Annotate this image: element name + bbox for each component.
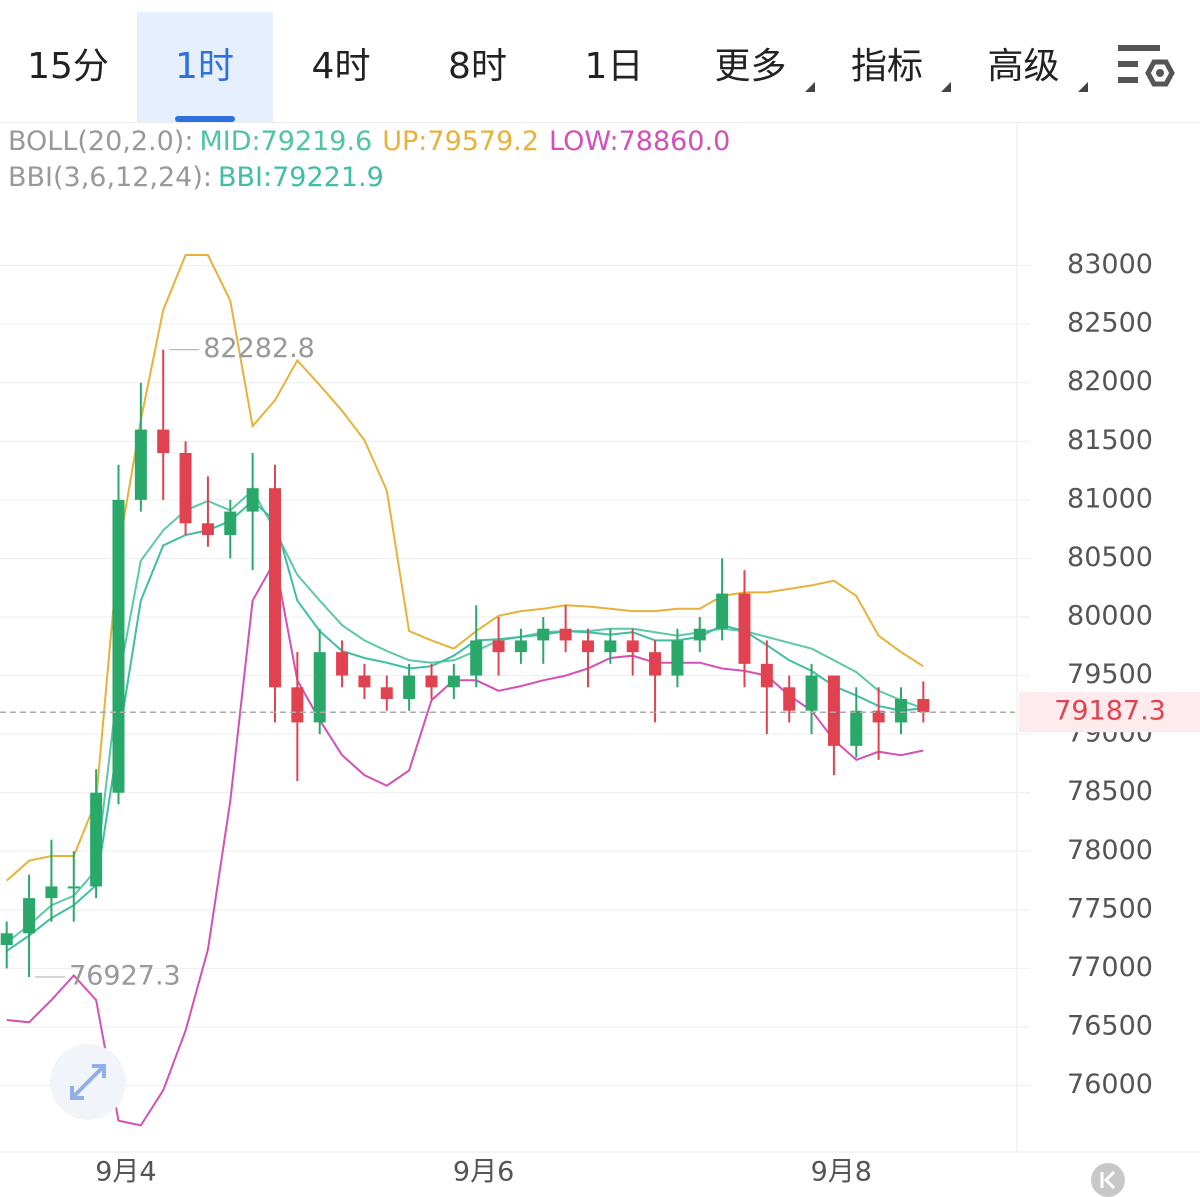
candle-body (760, 663, 773, 688)
candle-body (470, 640, 483, 676)
tab[interactable]: 高级 (956, 12, 1092, 122)
candle-body (917, 699, 930, 713)
y-tick-label: 83000 (1067, 249, 1153, 280)
candle-body (649, 652, 662, 676)
indicator-value: LOW:78860.0 (549, 126, 731, 157)
scroll-end-icon (1100, 1170, 1116, 1190)
expand-button[interactable] (50, 1044, 126, 1120)
last-price-box (1019, 692, 1200, 733)
indicator-value: UP:79579.2 (382, 126, 540, 157)
indicator-line (6, 488, 924, 944)
extreme-label: 82282.8 (203, 333, 315, 364)
candle-body (0, 933, 13, 945)
indicator-readouts: BOLL(20,2.0): MID:79219.6 UP:79579.2 LOW:78… (8, 124, 740, 196)
axis-area (1017, 122, 1200, 1152)
candle-body (626, 640, 639, 653)
grid (0, 265, 1030, 1087)
tab[interactable]: 指标 (819, 12, 955, 122)
candle-body (67, 886, 80, 889)
settings-icon[interactable] (1116, 44, 1176, 94)
x-tick-label: 9月4 (95, 1157, 156, 1188)
candle-body (537, 628, 550, 641)
candle-body (268, 488, 281, 688)
candle-body (313, 652, 326, 723)
settings-dot (1156, 69, 1164, 77)
candle-body (291, 687, 304, 723)
y-tick-label: 80500 (1067, 542, 1153, 573)
candle-body (559, 628, 572, 641)
indicator-name: BOLL(20,2.0): (8, 126, 194, 157)
candle-body (850, 710, 863, 746)
indicator-line (6, 499, 924, 952)
candle-body (425, 675, 438, 688)
y-tick-label: 81000 (1067, 483, 1153, 514)
y-tick-label: 77000 (1067, 952, 1153, 983)
tab[interactable]: 1时 (136, 12, 273, 122)
indicator-line (6, 557, 924, 1127)
candle-body (201, 523, 214, 535)
candle-body (693, 628, 706, 641)
y-tick-label: 82000 (1067, 366, 1153, 397)
y-tick-label: 76500 (1067, 1011, 1153, 1042)
candle-body (179, 453, 192, 524)
candle-body (604, 640, 617, 653)
tab[interactable]: 更多 (683, 12, 819, 122)
candle-body (447, 675, 460, 688)
settings-lines (1118, 45, 1160, 83)
candle-body (45, 886, 58, 899)
extreme-label: 76927.3 (69, 960, 181, 991)
candle-body (492, 640, 505, 653)
y-tick-label: 81500 (1067, 425, 1153, 456)
y-tick-label: 82500 (1067, 308, 1153, 339)
candle-body (783, 687, 796, 711)
tab[interactable]: 4时 (311, 46, 371, 87)
y-tick-label: 79500 (1067, 659, 1153, 690)
candle-body (738, 593, 751, 664)
candle-body (894, 699, 907, 723)
candle-body (224, 511, 237, 535)
candle-body (134, 429, 147, 500)
candle-body (671, 640, 684, 676)
candle-body (112, 499, 125, 793)
y-tick-label: 78000 (1067, 835, 1153, 866)
indicator-line (6, 254, 924, 882)
candle-body (805, 675, 818, 711)
tab[interactable]: 15分 (27, 46, 109, 87)
y-tick-label: 80000 (1067, 601, 1153, 632)
x-tick-label: 9月8 (811, 1157, 872, 1188)
indicator-name: BBI(3,6,12,24): (8, 162, 212, 193)
candle-body (827, 675, 840, 746)
candle-body (716, 593, 729, 629)
indicator-row: BBI(3,6,12,24): BBI:79221.9 (8, 160, 740, 196)
candle-body (872, 710, 885, 723)
candle-body (157, 429, 170, 453)
candle-body (336, 652, 349, 676)
interval-tabs: 15分 1时 4时 8时 1日 更多 指标 高级 (0, 0, 1200, 123)
candle-body (246, 488, 259, 512)
y-tick-label: 76000 (1067, 1069, 1153, 1100)
scroll-end-button[interactable] (1091, 1163, 1125, 1197)
y-tick-label: 78500 (1067, 776, 1153, 807)
settings-hex (1145, 59, 1175, 87)
candle-body (90, 792, 103, 887)
candle-body (358, 675, 371, 688)
candle-body (23, 898, 36, 934)
candle-body (380, 687, 393, 699)
candle-body (403, 675, 416, 699)
tab[interactable]: 1日 (584, 46, 644, 87)
expand-icon (70, 1064, 106, 1100)
last-price-label: 79187.3 (1054, 696, 1166, 727)
y-tick-label: 77500 (1067, 893, 1153, 924)
candle-body (581, 640, 594, 653)
indicator-row: BOLL(20,2.0): MID:79219.6 UP:79579.2 LOW:78… (8, 124, 740, 160)
candle-body (514, 640, 527, 653)
indicator-value: BBI:79221.9 (218, 162, 384, 193)
x-tick-label: 9月6 (453, 1157, 514, 1188)
tab[interactable]: 8时 (448, 46, 507, 87)
indicator-value: MID:79219.6 (199, 126, 373, 157)
